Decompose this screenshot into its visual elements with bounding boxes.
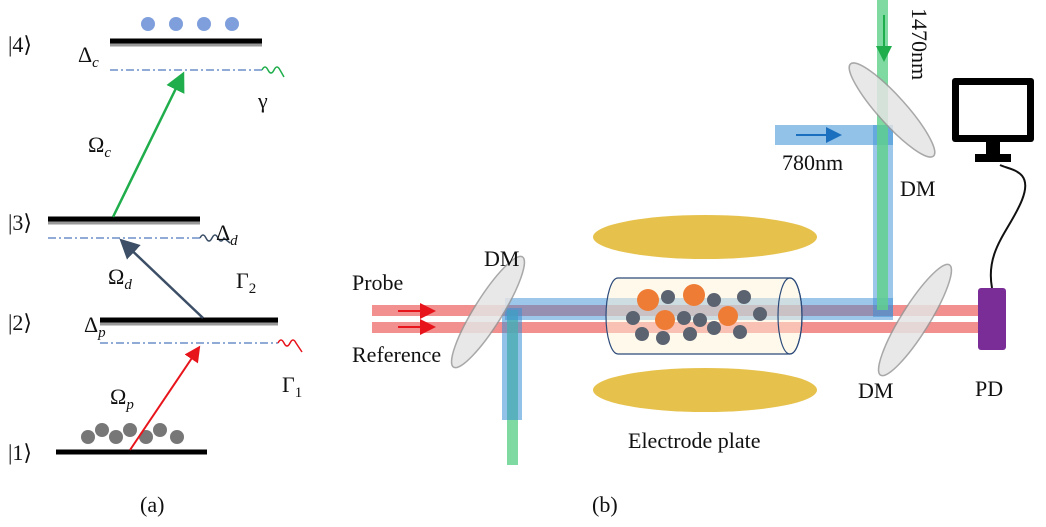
- symbol: γ: [257, 88, 268, 113]
- subscript: 2: [249, 281, 257, 297]
- atom: [693, 313, 707, 327]
- level-label: |4⟩: [8, 32, 32, 57]
- atom: [683, 327, 697, 341]
- beam-label: Probe: [352, 270, 403, 295]
- subscript: d: [124, 277, 132, 293]
- screen: [959, 85, 1027, 135]
- atom-dot: [170, 430, 184, 444]
- setup: [372, 0, 1034, 465]
- symbol: Δ: [84, 312, 98, 337]
- subscript: c: [104, 145, 111, 161]
- decay-label: Γ1: [282, 372, 302, 401]
- level-2: [100, 320, 278, 343]
- atom-dot: [197, 17, 211, 31]
- level-label: |3⟩: [8, 210, 32, 235]
- decay-wave: [278, 340, 302, 352]
- detuning-label: Δp: [84, 312, 106, 341]
- atom: [626, 311, 640, 325]
- atom: [707, 321, 721, 335]
- coupling-arrow: [113, 76, 182, 217]
- atom: [655, 310, 675, 330]
- dressing-arrow: [123, 242, 203, 318]
- detuning-label: Δd: [216, 220, 238, 249]
- rabi-label: Ωc: [88, 132, 111, 161]
- atom-dot: [169, 17, 183, 31]
- photodetector: [978, 288, 1006, 350]
- symbol: Δ: [216, 220, 230, 245]
- monitor: [952, 78, 1034, 162]
- symbol: Γ: [236, 268, 249, 293]
- atom: [635, 327, 649, 341]
- symbol: Ω: [88, 132, 104, 157]
- atom-dot: [95, 423, 109, 437]
- stand: [986, 142, 1000, 154]
- laser-label: 780nm: [782, 150, 843, 175]
- electrode-plate: [593, 215, 817, 259]
- subscript: d: [230, 233, 238, 249]
- atom-dot: [109, 430, 123, 444]
- mirror-label: DM: [858, 378, 893, 403]
- subscript: c: [92, 55, 99, 71]
- subscript: p: [125, 397, 134, 413]
- subscript: p: [97, 325, 106, 341]
- subscript: 1: [295, 385, 303, 401]
- mirror-label: DM: [900, 176, 935, 201]
- atom: [753, 307, 767, 321]
- diagram: |1⟩ |2⟩ |3⟩ |4⟩ Δp Δd Δc Ωp Ωd Ωc Γ1 Γ2 …: [0, 0, 1046, 527]
- stand-base: [975, 154, 1011, 162]
- decay-wave: [262, 67, 284, 77]
- atom-dot: [81, 430, 95, 444]
- blue-beam: [502, 308, 522, 420]
- atom: [737, 290, 751, 304]
- atom-dot: [141, 17, 155, 31]
- decay-label: Γ2: [236, 268, 256, 297]
- ground-atoms: [81, 423, 184, 444]
- mirror-label: DM: [484, 246, 519, 271]
- electrode-label: Electrode plate: [628, 428, 761, 453]
- level-label: |2⟩: [8, 310, 32, 335]
- rabi-label: Ωp: [110, 384, 134, 413]
- symbol: Γ: [282, 372, 295, 397]
- atom: [683, 284, 705, 306]
- atom: [661, 290, 675, 304]
- atom: [677, 311, 691, 325]
- beam-label: Reference: [352, 342, 441, 367]
- panel-caption: (a): [140, 492, 164, 517]
- level-label: |1⟩: [8, 440, 32, 465]
- detector-label: PD: [975, 376, 1003, 401]
- detuning-label: Δc: [78, 42, 99, 71]
- symbol: Ω: [110, 384, 126, 409]
- atom-dot: [123, 423, 137, 437]
- atom: [637, 289, 659, 311]
- green-beam: [877, 0, 888, 310]
- symbol: Ω: [108, 264, 124, 289]
- atom: [656, 331, 670, 345]
- symbol: Δ: [78, 42, 92, 67]
- level-3: [48, 219, 200, 238]
- vapor-cell: [606, 278, 802, 354]
- decay-label: γ: [257, 88, 268, 113]
- atom: [718, 306, 738, 326]
- atom-dot: [153, 423, 167, 437]
- atom: [733, 325, 747, 339]
- rabi-label: Ωd: [108, 264, 132, 293]
- atom-dot: [225, 17, 239, 31]
- cable: [991, 165, 1025, 288]
- level-4: [110, 17, 262, 70]
- electrode-plate: [593, 368, 817, 412]
- laser-label: 1470nm: [907, 8, 932, 80]
- panel-caption: (b): [592, 492, 618, 517]
- atom: [707, 293, 721, 307]
- energy-levels: [48, 17, 302, 452]
